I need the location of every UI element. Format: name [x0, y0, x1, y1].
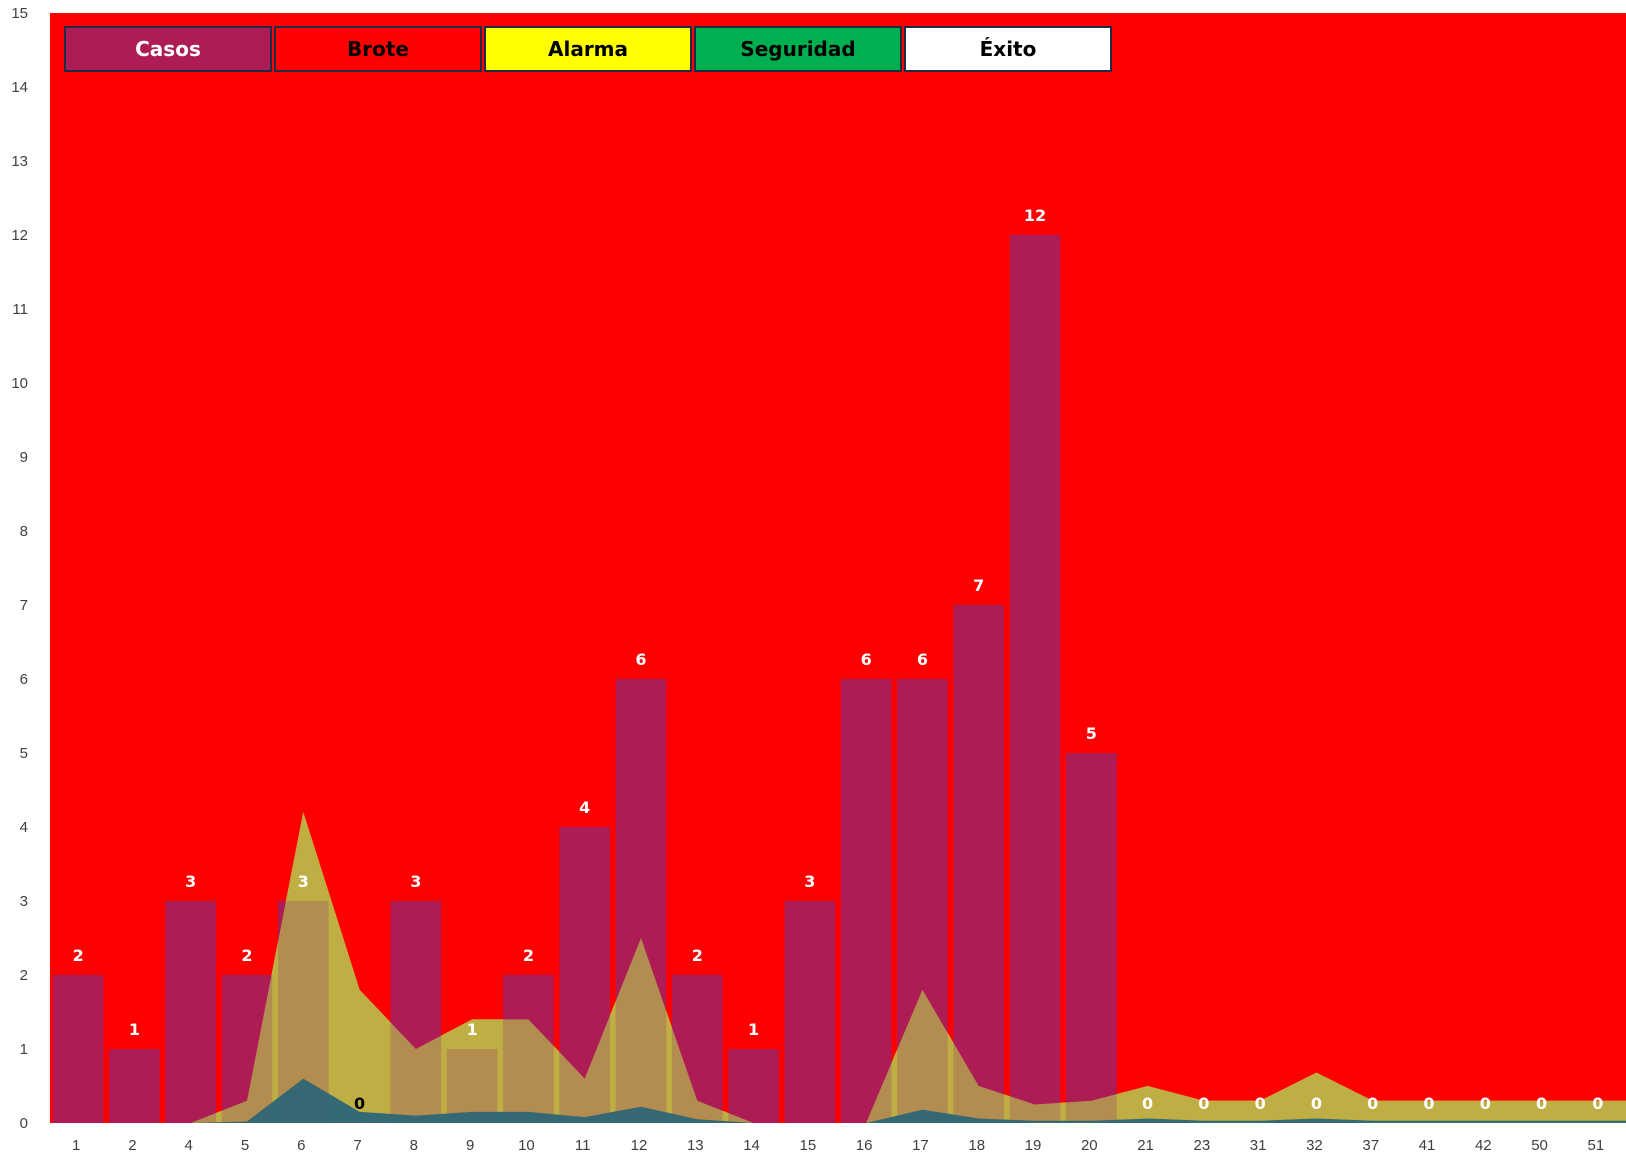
y-tick-label: 10 [11, 375, 28, 392]
x-tick-label: 5 [241, 1137, 249, 1154]
x-tick-label: 19 [1025, 1137, 1042, 1154]
x-axis: 1 2 4 5 6 7 8 9 10 11 12 13 14 15 16 17 18 19 20 21 23 31 32 37… [72, 1137, 1604, 1154]
y-tick-label: 3 [20, 893, 28, 910]
x-tick-label: 2 [128, 1137, 136, 1154]
bar-label-32: 0 [1311, 1094, 1322, 1113]
bar-label-31: 0 [1255, 1094, 1266, 1113]
bar-16 [840, 679, 892, 1123]
bar-label-51: 0 [1592, 1094, 1603, 1113]
bar-label-9: 1 [467, 1020, 478, 1039]
x-tick-label: 12 [631, 1137, 648, 1154]
x-tick-label: 37 [1362, 1137, 1379, 1154]
area-brote [50, 13, 1626, 1123]
bar-label-10: 2 [523, 946, 534, 965]
x-tick-label: 15 [800, 1137, 817, 1154]
bar-1 [52, 975, 104, 1123]
y-tick-label: 2 [20, 967, 28, 984]
y-tick-label: 7 [20, 597, 28, 614]
bar-label-2: 1 [129, 1020, 140, 1039]
x-tick-label: 9 [466, 1137, 474, 1154]
x-tick-label: 8 [410, 1137, 418, 1154]
x-tick-label: 17 [912, 1137, 929, 1154]
x-tick-label: 10 [518, 1137, 535, 1154]
y-tick-label: 12 [11, 227, 28, 244]
bar-label-8: 3 [410, 872, 421, 891]
bar-label-18: 7 [973, 576, 984, 595]
bar-19 [1009, 235, 1061, 1123]
y-tick-label: 6 [20, 671, 28, 688]
y-tick-label: 1 [20, 1041, 28, 1058]
x-tick-label: 32 [1306, 1137, 1323, 1154]
x-tick-label: 13 [687, 1137, 704, 1154]
bar-label-15: 3 [804, 872, 815, 891]
bar-label-19: 12 [1024, 206, 1046, 225]
x-tick-label: 23 [1194, 1137, 1211, 1154]
legend-item-brote: Brote [274, 26, 482, 72]
y-tick-label: 13 [11, 153, 28, 170]
bar-label-20: 5 [1086, 724, 1097, 743]
x-tick-label: 18 [968, 1137, 985, 1154]
bar-label-41: 0 [1423, 1094, 1434, 1113]
x-tick-label: 6 [297, 1137, 305, 1154]
bar-label-16: 6 [861, 650, 872, 669]
bar-label-5: 2 [241, 946, 252, 965]
x-tick-label: 21 [1137, 1137, 1154, 1154]
x-tick-label: 20 [1081, 1137, 1098, 1154]
legend-item-casos: Casos [64, 26, 272, 72]
legend-item-seguridad: Seguridad [694, 26, 902, 72]
x-tick-label: 4 [185, 1137, 193, 1154]
bar-label-50: 0 [1536, 1094, 1547, 1113]
y-tick-label: 4 [20, 819, 28, 836]
x-tick-label: 41 [1419, 1137, 1436, 1154]
x-tick-label: 11 [575, 1137, 591, 1154]
x-tick-label: 7 [353, 1137, 361, 1154]
bar-20 [1065, 753, 1117, 1123]
bar-label-13: 2 [692, 946, 703, 965]
bar-label-42: 0 [1480, 1094, 1491, 1113]
x-tick-label: 50 [1531, 1137, 1548, 1154]
bar-15 [784, 901, 836, 1123]
y-tick-label: 8 [20, 523, 28, 540]
bar-label-14: 1 [748, 1020, 759, 1039]
x-tick-label: 14 [743, 1137, 760, 1154]
x-tick-label: 31 [1250, 1137, 1267, 1154]
legend-item-alarma: Alarma [484, 26, 692, 72]
legend: Casos Brote Alarma Seguridad Éxito [64, 26, 1114, 72]
bar-label-12: 6 [635, 650, 646, 669]
bar-4 [165, 901, 217, 1123]
x-tick-label: 1 [72, 1137, 80, 1154]
bar-label-17: 6 [917, 650, 928, 669]
channel-overlay [50, 812, 1626, 1123]
bar-label-4: 3 [185, 872, 196, 891]
y-tick-label: 11 [12, 301, 28, 318]
y-tick-label: 14 [11, 79, 28, 96]
bar-2 [109, 1049, 160, 1123]
y-tick-label: 5 [20, 745, 28, 762]
bar-label-21: 0 [1142, 1094, 1153, 1113]
y-tick-label: 0 [20, 1115, 28, 1132]
bar-label-37: 0 [1367, 1094, 1378, 1113]
x-tick-label: 16 [856, 1137, 873, 1154]
y-tick-label: 15 [11, 5, 28, 22]
bar-label-1: 2 [73, 946, 84, 965]
x-tick-label: 51 [1588, 1137, 1605, 1154]
x-tick-label: 42 [1475, 1137, 1492, 1154]
y-tick-label: 9 [20, 449, 28, 466]
bar-14 [728, 1049, 779, 1123]
overlay-alarma [50, 812, 1626, 1123]
bar-18 [953, 605, 1005, 1123]
bar-label-6: 3 [298, 872, 309, 891]
bar-label-23: 0 [1198, 1094, 1209, 1113]
bar-label-7: 0 [354, 1094, 365, 1113]
legend-item-exito: Éxito [904, 26, 1112, 72]
bar-label-11: 4 [579, 798, 590, 817]
